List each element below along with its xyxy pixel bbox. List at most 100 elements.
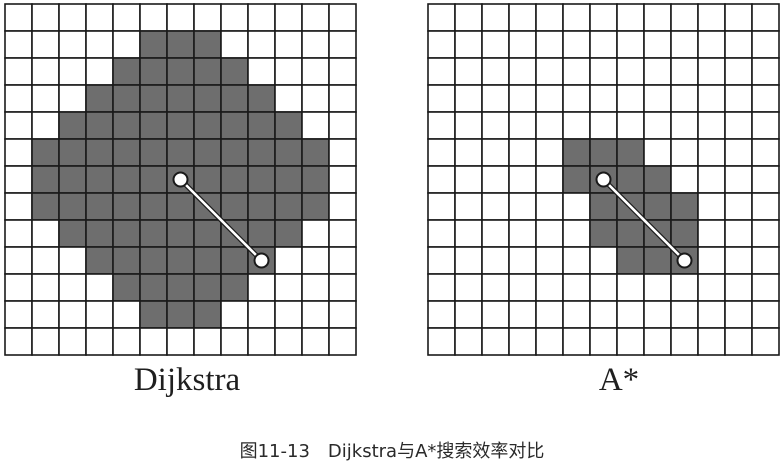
explored-cell <box>112 273 141 302</box>
grid-cell <box>697 300 726 329</box>
explored-cell <box>112 138 141 167</box>
explored-cell <box>193 111 222 140</box>
grid-cell <box>427 327 456 356</box>
grid-cell <box>589 111 618 140</box>
path-line <box>602 178 686 262</box>
grid-cell <box>328 84 357 113</box>
grid-cell <box>454 192 483 221</box>
grid-cell <box>31 219 60 248</box>
grid-cell <box>724 3 753 32</box>
grid-cell <box>535 84 564 113</box>
grid-cell <box>697 246 726 275</box>
grid-cell <box>274 246 303 275</box>
grid-cell <box>751 30 780 59</box>
grid-cell <box>58 3 87 32</box>
grid-cell <box>328 111 357 140</box>
explored-cell <box>247 138 276 167</box>
grid-cell <box>220 3 249 32</box>
grid-cell <box>58 300 87 329</box>
grid-cell <box>58 246 87 275</box>
grid-cell <box>427 111 456 140</box>
grid-cell <box>4 246 33 275</box>
grid-cell <box>274 57 303 86</box>
grid-cell <box>427 273 456 302</box>
explored-cell <box>301 165 330 194</box>
grid-cell <box>31 111 60 140</box>
grid-cell <box>589 327 618 356</box>
grid-cell <box>481 273 510 302</box>
explored-cell <box>247 219 276 248</box>
explored-cell <box>220 84 249 113</box>
explored-cell <box>274 219 303 248</box>
grid-cell <box>643 273 672 302</box>
explored-cell <box>274 138 303 167</box>
grid-cell <box>166 3 195 32</box>
grid-cell <box>535 57 564 86</box>
grid-cell <box>274 300 303 329</box>
explored-cell <box>220 111 249 140</box>
grid-cell <box>481 165 510 194</box>
grid-cell <box>508 138 537 167</box>
grid-cell <box>454 273 483 302</box>
grid-cell <box>724 219 753 248</box>
explored-cell <box>139 111 168 140</box>
grid-cell <box>4 327 33 356</box>
grid-cell <box>751 3 780 32</box>
grid-cell <box>724 84 753 113</box>
grid-cell <box>697 30 726 59</box>
grid-cell <box>535 111 564 140</box>
explored-cell <box>166 246 195 275</box>
grid-cell <box>301 84 330 113</box>
explored-cell <box>139 165 168 194</box>
grid-cell <box>508 273 537 302</box>
grid-cell <box>4 219 33 248</box>
grid-cell <box>562 111 591 140</box>
grid-cell <box>724 300 753 329</box>
start-node <box>595 171 612 188</box>
explored-cell <box>58 138 87 167</box>
explored-cell <box>562 138 591 167</box>
explored-cell <box>112 57 141 86</box>
grid-cell <box>535 327 564 356</box>
grid-cell <box>535 273 564 302</box>
grid-cell <box>751 327 780 356</box>
explored-cell <box>58 165 87 194</box>
grid-cell <box>85 327 114 356</box>
grid-cell <box>274 30 303 59</box>
grid-cell <box>643 84 672 113</box>
grid-cell <box>166 327 195 356</box>
grid-cell <box>4 300 33 329</box>
grid-cell <box>643 138 672 167</box>
explored-cell <box>31 138 60 167</box>
grid-cell <box>454 327 483 356</box>
grid-cell <box>301 57 330 86</box>
grid-cell <box>4 273 33 302</box>
grid-cell <box>751 138 780 167</box>
grid-cell <box>454 246 483 275</box>
grid-cell <box>301 300 330 329</box>
grid-cell <box>589 84 618 113</box>
grid-cell <box>535 3 564 32</box>
grid-cell <box>751 192 780 221</box>
grid-cell <box>301 30 330 59</box>
explored-cell <box>247 192 276 221</box>
explored-cell <box>247 111 276 140</box>
grid-cell <box>508 246 537 275</box>
grid-cell <box>481 192 510 221</box>
grid-cell <box>589 3 618 32</box>
grid-cell <box>508 84 537 113</box>
explored-cell <box>643 246 672 275</box>
grid-cell <box>454 30 483 59</box>
grid-cell <box>670 111 699 140</box>
grid-cell <box>454 165 483 194</box>
grid-cell <box>616 273 645 302</box>
grid-cell <box>751 111 780 140</box>
grid-cell <box>697 165 726 194</box>
grid-cell <box>508 3 537 32</box>
explored-cell <box>643 192 672 221</box>
explored-cell <box>58 111 87 140</box>
explored-cell <box>166 300 195 329</box>
explored-cell <box>616 138 645 167</box>
grid-cell <box>301 111 330 140</box>
grid-cell <box>643 3 672 32</box>
